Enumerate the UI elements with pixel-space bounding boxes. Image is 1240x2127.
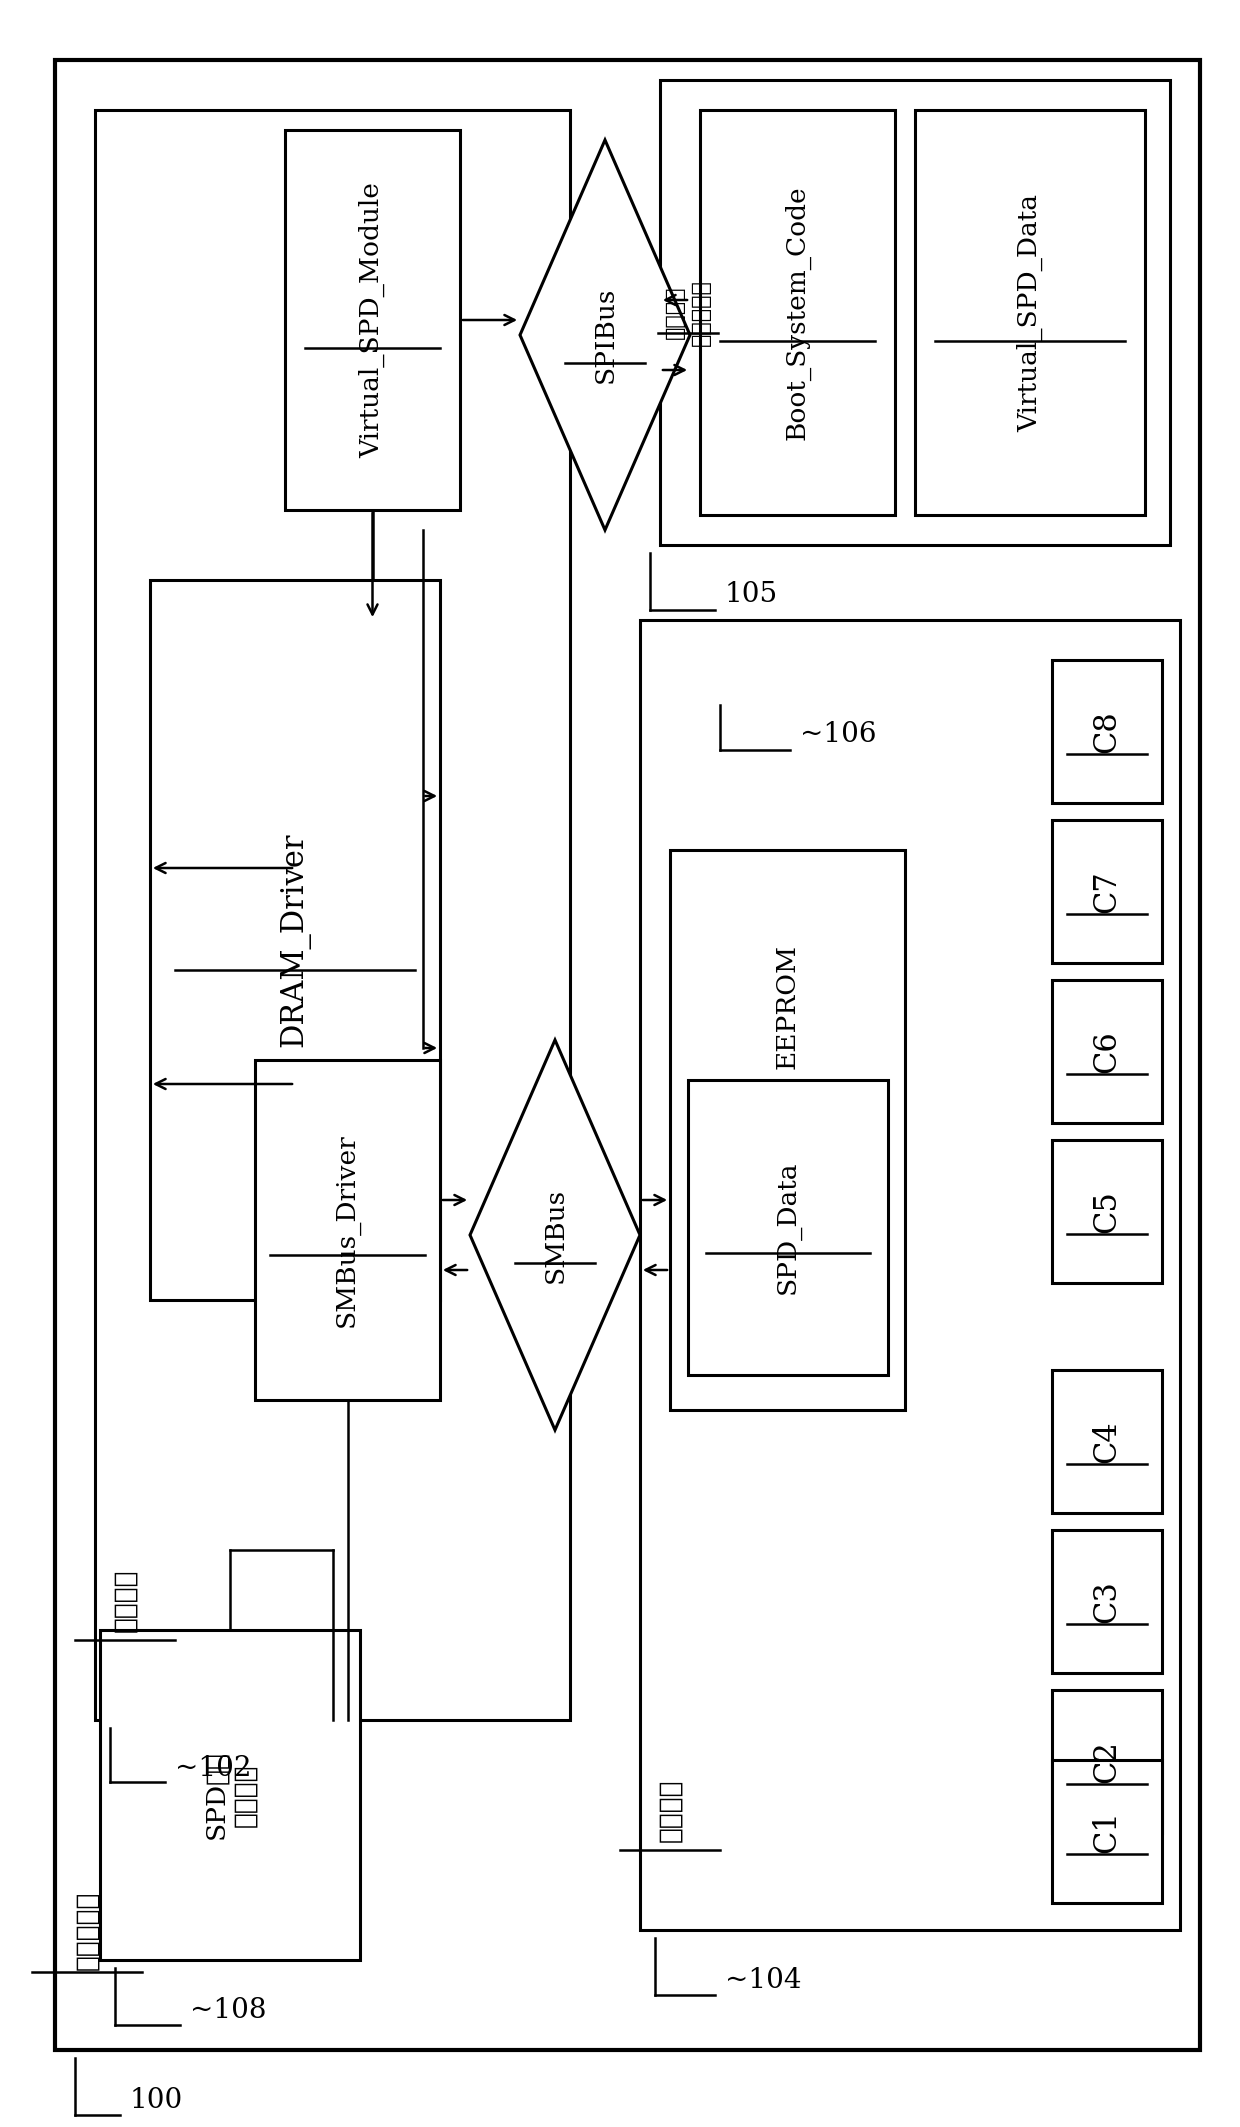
Text: DRAM_Driver: DRAM_Driver — [279, 834, 310, 1046]
Bar — [1052, 659, 1162, 804]
Bar — [640, 619, 1180, 1929]
Polygon shape — [520, 140, 689, 530]
Text: EEPROM: EEPROM — [775, 944, 800, 1070]
Text: SPD数据
更新来源: SPD数据 更新来源 — [203, 1751, 257, 1840]
Text: SPIBus: SPIBus — [593, 287, 618, 383]
Bar — [1052, 1691, 1162, 1833]
Bar — [100, 1629, 360, 1959]
Text: C3: C3 — [1091, 1580, 1122, 1623]
Text: C2: C2 — [1091, 1740, 1122, 1782]
Text: ~106: ~106 — [800, 721, 877, 749]
Text: C7: C7 — [1091, 870, 1122, 912]
Text: SMBus: SMBus — [543, 1187, 568, 1283]
Text: SPD_Data: SPD_Data — [775, 1161, 801, 1293]
Bar — [915, 111, 1145, 515]
Text: ~108: ~108 — [190, 1997, 267, 2023]
Text: C5: C5 — [1091, 1191, 1122, 1234]
Polygon shape — [470, 1040, 640, 1429]
Bar — [285, 130, 460, 510]
Text: ~104: ~104 — [725, 1967, 801, 1993]
Bar — [701, 111, 895, 515]
Bar — [1052, 1370, 1162, 1512]
Text: 105: 105 — [725, 581, 779, 608]
Bar — [670, 851, 905, 1410]
Bar — [688, 1081, 888, 1374]
Bar — [1052, 1140, 1162, 1283]
Text: C8: C8 — [1091, 710, 1122, 753]
Text: Virtual_SPD_Data: Virtual_SPD_Data — [1017, 194, 1043, 432]
Bar — [150, 581, 440, 1300]
Text: ~102: ~102 — [175, 1755, 252, 1782]
Bar — [1052, 1529, 1162, 1674]
Bar — [95, 111, 570, 1721]
Text: 计算机系统: 计算机系统 — [74, 1891, 99, 1970]
Text: 用户端可
编程存储器: 用户端可 编程存储器 — [665, 279, 712, 347]
Text: Boot_System_Code: Boot_System_Code — [785, 185, 811, 440]
Bar — [1052, 821, 1162, 964]
Text: Virtual_SPD_Module: Virtual_SPD_Module — [360, 183, 386, 457]
Text: SMBus_Driver: SMBus_Driver — [335, 1134, 360, 1327]
Text: 100: 100 — [130, 2087, 184, 2114]
Text: 内存模块: 内存模块 — [657, 1778, 682, 1842]
Bar — [1052, 1759, 1162, 1904]
Bar — [660, 81, 1171, 545]
Bar — [255, 1059, 440, 1400]
Text: C4: C4 — [1091, 1421, 1122, 1463]
Text: C1: C1 — [1091, 1810, 1122, 1853]
Text: 运算单元: 运算单元 — [113, 1568, 138, 1631]
Bar — [1052, 981, 1162, 1123]
Text: C6: C6 — [1091, 1029, 1122, 1072]
